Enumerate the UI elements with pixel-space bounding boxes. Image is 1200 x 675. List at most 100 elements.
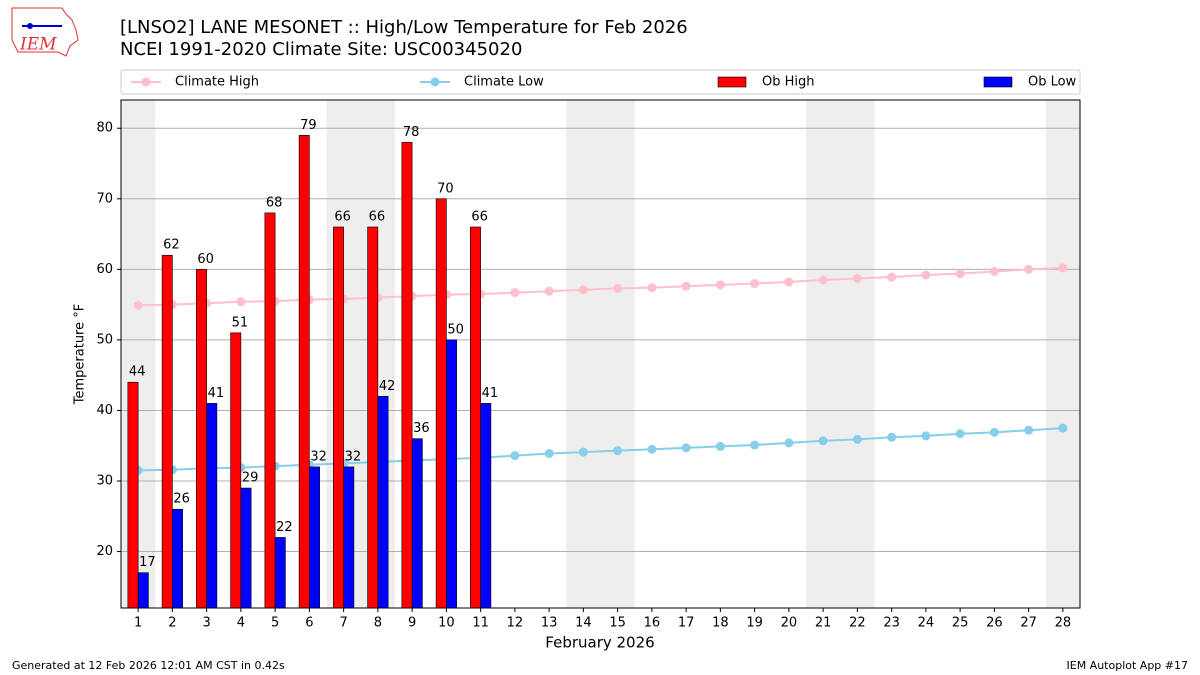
logo-outline	[11, 7, 79, 57]
legend-frame	[120, 69, 1081, 95]
x-tick-label: 26	[986, 616, 1003, 631]
x-tick-label: 5	[271, 616, 279, 631]
point	[578, 285, 588, 295]
point	[955, 269, 965, 279]
y-tick-label: 20	[96, 544, 113, 559]
x-tick-label: 6	[305, 616, 313, 631]
x-tick-label: 9	[408, 616, 416, 631]
x-tick-label: 14	[575, 616, 592, 631]
data-label: 51	[232, 315, 249, 330]
bar	[480, 403, 492, 609]
footer-right: IEM Autoplot App #17	[1067, 659, 1189, 672]
bar	[264, 212, 276, 609]
bar	[240, 487, 252, 609]
x-tick-label: 7	[339, 616, 347, 631]
legend-label: Climate High	[175, 75, 259, 90]
bar	[172, 508, 183, 609]
x-tick-label: 4	[237, 616, 245, 631]
data-label: 78	[403, 125, 420, 140]
data-label: 29	[242, 471, 259, 486]
point	[750, 440, 760, 450]
point	[510, 288, 520, 298]
x-tick-label: 12	[507, 616, 524, 631]
x-tick-label: 15	[609, 616, 626, 631]
point	[681, 443, 691, 453]
bar	[206, 403, 218, 609]
x-tick-label: 18	[712, 616, 729, 631]
data-label: 62	[163, 238, 180, 253]
x-tick-label: 2	[168, 616, 176, 631]
data-label: 32	[310, 449, 327, 464]
point	[1024, 425, 1034, 435]
plot-frame	[120, 99, 1081, 609]
bar	[401, 142, 413, 609]
data-label: 60	[197, 252, 214, 267]
bar	[367, 226, 379, 609]
point	[750, 278, 760, 288]
x-tick-label: 27	[1020, 616, 1037, 631]
bar	[274, 537, 286, 609]
bar	[411, 438, 423, 609]
bar	[446, 339, 457, 609]
data-label: 70	[437, 181, 454, 196]
point	[852, 434, 862, 444]
data-label: 26	[173, 492, 190, 507]
legend-label: Climate Low	[464, 75, 544, 90]
x-tick-label: 21	[815, 616, 832, 631]
y-axis-label: Temperature °F	[73, 304, 88, 405]
y-tick-label: 30	[96, 474, 113, 489]
point	[715, 280, 725, 290]
bar	[333, 226, 344, 609]
chart-subtitle: NCEI 1991-2020 Climate Site: USC00345020	[120, 39, 522, 60]
point	[544, 448, 554, 458]
x-tick-label: 3	[202, 616, 210, 631]
point	[647, 283, 657, 293]
legend-label: Ob High	[762, 75, 815, 90]
point	[681, 281, 691, 291]
point	[236, 297, 246, 307]
x-tick-label: 8	[374, 616, 382, 631]
data-label: 66	[334, 210, 351, 225]
point	[784, 277, 794, 287]
footer-left: Generated at 12 Feb 2026 12:01 AM CST in…	[12, 659, 285, 672]
point	[887, 272, 897, 282]
data-label: 42	[379, 379, 396, 394]
x-tick-label: 23	[883, 616, 900, 631]
line	[138, 266, 1063, 307]
logo-text: IEM	[19, 35, 57, 55]
data-label: 32	[345, 449, 362, 464]
point	[1024, 264, 1034, 274]
point	[613, 446, 623, 456]
bar	[435, 198, 447, 609]
point	[510, 451, 520, 461]
x-tick-label: 20	[781, 616, 798, 631]
bar	[470, 226, 481, 609]
x-tick-label: 28	[1055, 616, 1072, 631]
x-tick-label: 13	[541, 616, 558, 631]
bar	[309, 466, 320, 609]
point	[921, 431, 931, 441]
x-tick-label: 25	[952, 616, 969, 631]
bar	[127, 381, 139, 609]
bar	[161, 254, 173, 609]
line	[138, 427, 1063, 472]
data-label: 66	[471, 210, 488, 225]
weekend-band	[806, 100, 875, 608]
x-tick-label: 19	[746, 616, 763, 631]
point	[887, 432, 897, 442]
point	[1058, 263, 1068, 273]
legend-swatch	[983, 76, 1013, 88]
legend: Climate High Climate Low Ob High Ob Low	[120, 69, 1081, 95]
legend-marker	[141, 77, 151, 87]
bar	[377, 396, 389, 609]
data-label: 50	[447, 322, 464, 337]
bar	[343, 466, 355, 609]
point	[1058, 423, 1068, 433]
data-label: 41	[482, 386, 499, 401]
point	[578, 447, 588, 457]
point	[133, 300, 143, 310]
point	[989, 266, 999, 276]
data-label: 68	[266, 195, 283, 210]
data-label: 17	[139, 555, 156, 570]
